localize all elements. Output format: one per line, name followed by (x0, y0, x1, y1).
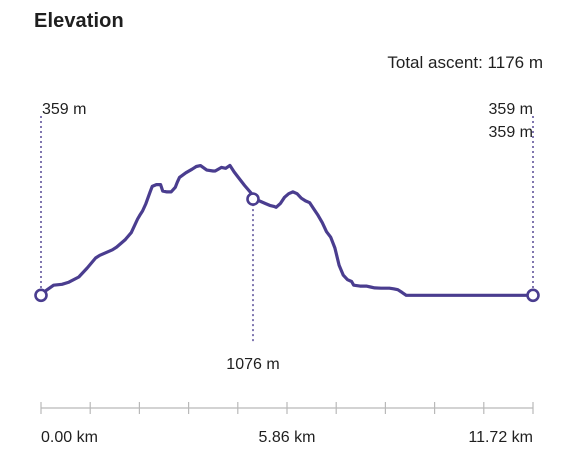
peak-marker (246, 192, 260, 206)
x-tick-label: 11.72 km (468, 429, 533, 446)
end-marker (526, 288, 540, 303)
start-marker (34, 288, 48, 303)
end-marker-label: 359 m (489, 101, 533, 118)
elevation-line (39, 163, 535, 297)
total-ascent: Total ascent: 1176 m (387, 53, 543, 73)
peak-marker-label: 1076 m (226, 356, 279, 373)
marker-guides (40, 116, 534, 343)
total-ascent-label: Total ascent: (387, 53, 483, 72)
x-tick-label: 5.86 km (259, 429, 316, 446)
total-ascent-value: 1176 m (487, 53, 543, 72)
end-marker-label: 359 m (489, 124, 533, 141)
labels: 0.00 km 5.86 km 11.72 km 359 m 359 m 359 m 107… (41, 101, 533, 446)
start-marker-label: 359 m (42, 101, 86, 118)
markers (34, 192, 540, 303)
x-tick-label: 0.00 km (41, 429, 98, 446)
x-axis (40, 402, 534, 414)
chart-title: Elevation (34, 10, 124, 32)
